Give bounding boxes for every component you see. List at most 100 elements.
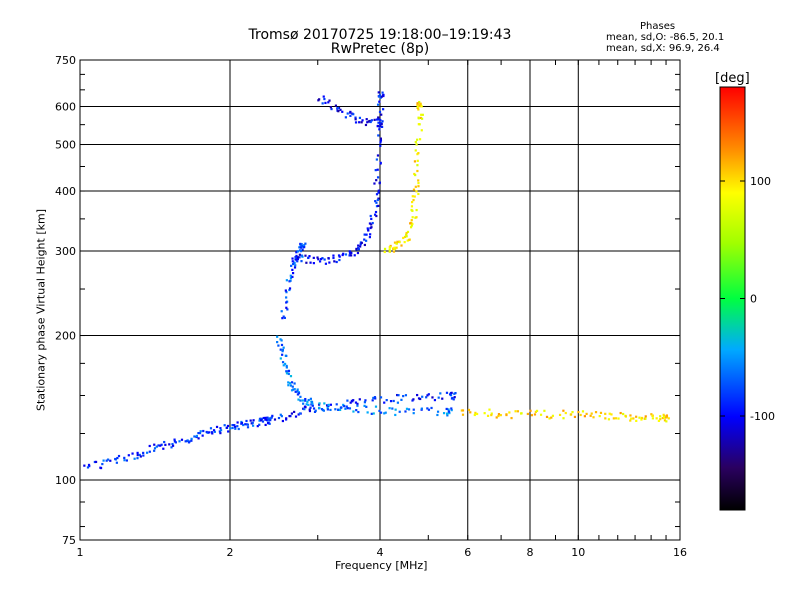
data-point (211, 432, 214, 435)
data-point (413, 160, 417, 163)
data-point (281, 361, 285, 364)
data-point (373, 396, 377, 399)
y-tick-label: 600 (55, 101, 76, 114)
data-point (293, 388, 296, 391)
data-point (418, 123, 421, 126)
data-point (299, 246, 302, 249)
data-point (414, 140, 417, 144)
data-point (281, 350, 284, 353)
data-point (115, 461, 118, 464)
data-point (415, 143, 418, 146)
x-axis-label: Frequency [MHz] (335, 559, 428, 572)
data-point (285, 417, 288, 420)
data-point (355, 409, 358, 412)
data-point (403, 235, 407, 239)
data-point (258, 423, 261, 426)
data-point (376, 198, 379, 202)
data-point (543, 409, 546, 412)
data-point (324, 262, 328, 265)
data-point (357, 244, 360, 247)
data-point (280, 415, 283, 418)
data-point (354, 116, 357, 119)
data-point (162, 447, 165, 450)
data-point (417, 397, 421, 400)
data-point (180, 438, 184, 441)
data-point (148, 450, 151, 453)
data-point (312, 256, 315, 259)
data-point (312, 262, 315, 265)
data-point (379, 124, 382, 127)
data-point (335, 403, 338, 406)
data-point (467, 408, 471, 412)
x-tick-label: 6 (464, 546, 471, 559)
data-point (412, 188, 416, 191)
data-point (245, 419, 248, 423)
data-point (378, 409, 381, 413)
data-point (123, 459, 126, 462)
data-point (273, 418, 277, 421)
data-point (385, 399, 388, 402)
data-point (231, 423, 234, 427)
data-point (219, 429, 223, 432)
data-point (213, 430, 216, 433)
data-point (328, 99, 331, 102)
chart-subtitle: RwPretec (8p) (330, 41, 430, 57)
data-point (375, 205, 379, 208)
data-point (109, 459, 112, 462)
data-point (212, 429, 216, 432)
data-point (305, 261, 308, 264)
data-point (416, 164, 419, 167)
data-point (417, 192, 420, 196)
y-tick-label: 500 (55, 139, 76, 152)
data-point (392, 399, 395, 403)
data-point (419, 102, 422, 105)
x-tick-label: 1 (77, 546, 84, 559)
data-point (548, 417, 551, 420)
colorbar: 100 0 -100 (719, 86, 775, 511)
data-point (454, 391, 457, 395)
data-point (420, 113, 423, 116)
data-point (251, 424, 255, 427)
data-point (218, 430, 221, 433)
data-point (372, 412, 375, 415)
data-point (291, 385, 294, 388)
data-point (258, 419, 261, 422)
data-point (332, 254, 335, 257)
data-point (590, 412, 593, 415)
data-point (375, 118, 379, 121)
data-point (329, 106, 332, 109)
data-point (442, 412, 446, 415)
data-point (153, 447, 157, 450)
data-point (105, 459, 108, 462)
data-point (379, 137, 382, 140)
data-point (284, 418, 288, 421)
data-point (419, 116, 422, 120)
data-point (101, 462, 104, 466)
data-point (379, 162, 382, 165)
data-point (296, 250, 300, 253)
data-point (430, 406, 433, 410)
data-point (142, 454, 145, 457)
data-point (349, 114, 352, 117)
data-point (291, 268, 294, 271)
data-point (644, 415, 647, 418)
data-point (363, 401, 367, 404)
data-point (447, 408, 450, 411)
data-point (396, 393, 399, 397)
data-point (416, 103, 419, 106)
data-point (231, 426, 234, 430)
data-point (335, 260, 338, 264)
data-point (383, 412, 386, 415)
data-point (317, 403, 321, 406)
data-point (474, 411, 477, 414)
data-point (186, 439, 189, 442)
data-point (358, 116, 362, 119)
data-point (416, 159, 419, 162)
data-point (376, 168, 379, 171)
data-point (285, 372, 289, 375)
data-point (326, 406, 329, 409)
data-point (195, 434, 198, 438)
data-point (281, 348, 285, 351)
data-point (363, 238, 366, 241)
data-point (184, 440, 187, 443)
